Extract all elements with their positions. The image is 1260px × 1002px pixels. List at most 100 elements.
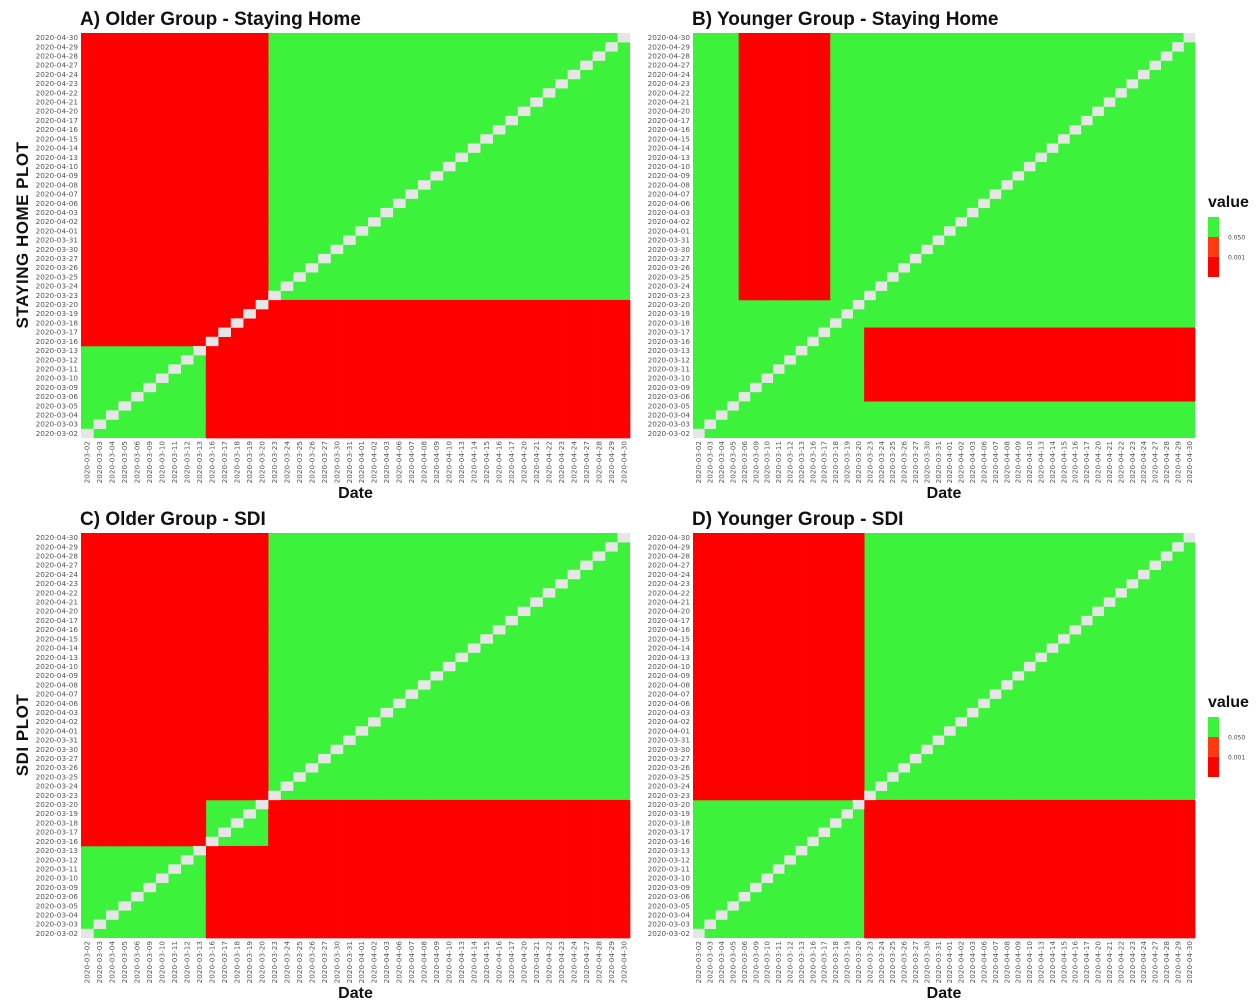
heatmap-cell (1172, 327, 1184, 338)
heatmap-cell (218, 855, 232, 865)
heatmap-cell (168, 180, 182, 190)
heatmap-cell (430, 410, 444, 420)
heatmap-cell (1058, 901, 1070, 911)
heatmap-cell (1126, 336, 1139, 347)
heatmap-cell (693, 671, 705, 681)
heatmap-cell (818, 198, 831, 209)
heatmap-cell (193, 152, 207, 163)
heatmap-cell (617, 928, 631, 939)
heatmap-cell (580, 901, 593, 911)
heatmap-cell (955, 345, 968, 356)
heatmap-cell (492, 845, 506, 856)
heatmap-cell (105, 318, 119, 328)
heatmap-cell (392, 391, 406, 402)
x-tick-label: 2020-04-06 (979, 941, 988, 984)
heatmap-cell (818, 125, 831, 135)
heatmap-cell (218, 33, 232, 43)
y-tick-label: 2020-03-05 (648, 401, 690, 410)
heatmap-cell (555, 809, 568, 819)
heatmap-cell (1046, 336, 1059, 347)
heatmap-cell (405, 882, 419, 893)
heatmap-cell (795, 60, 808, 71)
heatmap-cell (330, 818, 344, 828)
y-tick-label: 2020-03-05 (36, 901, 78, 910)
heatmap-cell (305, 382, 319, 393)
heatmap-cell (168, 634, 182, 644)
diagonal-cell (1001, 680, 1013, 690)
heatmap-cell (155, 588, 169, 598)
heatmap-cell (1115, 336, 1127, 347)
heatmap-cell (1058, 855, 1070, 865)
heatmap-cell (715, 707, 728, 718)
heatmap-cell (467, 364, 481, 374)
x-tick-label: 2020-04-07 (991, 441, 1000, 484)
heatmap-cell (81, 226, 94, 236)
y-tick-label: 2020-04-14 (36, 144, 79, 153)
heatmap-cell (130, 634, 144, 644)
heatmap-cell (218, 772, 232, 782)
heatmap-cell (761, 79, 774, 89)
heatmap-cell (1183, 910, 1196, 920)
heatmap-cell (1001, 873, 1013, 884)
heatmap-cell (1012, 910, 1025, 920)
heatmap-cell (205, 634, 219, 644)
heatmap-cell (727, 744, 739, 755)
heatmap-cell (130, 698, 144, 709)
diagonal-cell (430, 671, 444, 681)
heatmap-cell (567, 428, 581, 439)
heatmap-cell (218, 207, 232, 218)
x-tick-label: 2020-04-10 (445, 941, 454, 984)
heatmap-cell (81, 671, 94, 681)
heatmap-cell (130, 272, 144, 282)
heatmap-cell (505, 382, 519, 393)
heatmap-cell (442, 882, 456, 893)
heatmap-cell (738, 753, 751, 764)
heatmap-cell (784, 588, 797, 598)
heatmap-cell (367, 891, 381, 902)
heatmap-cell (807, 615, 819, 626)
heatmap-cell (761, 244, 774, 255)
heatmap-cell (193, 625, 207, 635)
heatmap-cell (417, 864, 431, 874)
heatmap-cell (143, 217, 157, 227)
heatmap-cell (243, 533, 257, 543)
heatmap-cell (130, 253, 144, 264)
heatmap-cell (81, 799, 94, 810)
heatmap-cell (1149, 809, 1162, 819)
x-tick-label: 2020-03-05 (728, 941, 737, 983)
heatmap-cell (784, 263, 797, 273)
heatmap-cell (738, 790, 751, 801)
y-tick-label: 2020-03-24 (648, 782, 691, 791)
heatmap-cell (955, 882, 968, 893)
heatmap-cell (467, 836, 481, 847)
heatmap-cell (305, 373, 319, 384)
heatmap-cell (693, 606, 705, 617)
heatmap-cell (205, 79, 219, 89)
heatmap-cell (1137, 855, 1150, 865)
heatmap-cell (784, 680, 797, 690)
diagonal-cell (467, 143, 481, 153)
heatmap-cell (505, 327, 519, 338)
heatmap-cell (772, 143, 785, 153)
heatmap-cell (978, 882, 990, 893)
heatmap-cell (898, 327, 911, 338)
heatmap-cell (218, 410, 232, 420)
heatmap-cell (205, 707, 219, 718)
heatmap-cell (1069, 845, 1082, 856)
heatmap-cell (155, 171, 169, 181)
heatmap-cell (230, 207, 244, 218)
heatmap-cell (118, 235, 132, 246)
heatmap-cell (1092, 910, 1105, 920)
heatmap-cell (886, 809, 899, 819)
heatmap-cell (168, 643, 182, 653)
x-tick-label: 2020-03-06 (740, 441, 749, 484)
heatmap-cell (555, 401, 568, 411)
heatmap-cell (761, 698, 774, 709)
heatmap-cell (118, 336, 132, 347)
heatmap-cell (784, 707, 797, 718)
heatmap-cell (795, 781, 808, 792)
heatmap-cell (193, 97, 207, 107)
y-tick-label: 2020-03-06 (648, 892, 691, 901)
diagonal-cell (1183, 33, 1196, 43)
heatmap-cell (784, 661, 797, 672)
